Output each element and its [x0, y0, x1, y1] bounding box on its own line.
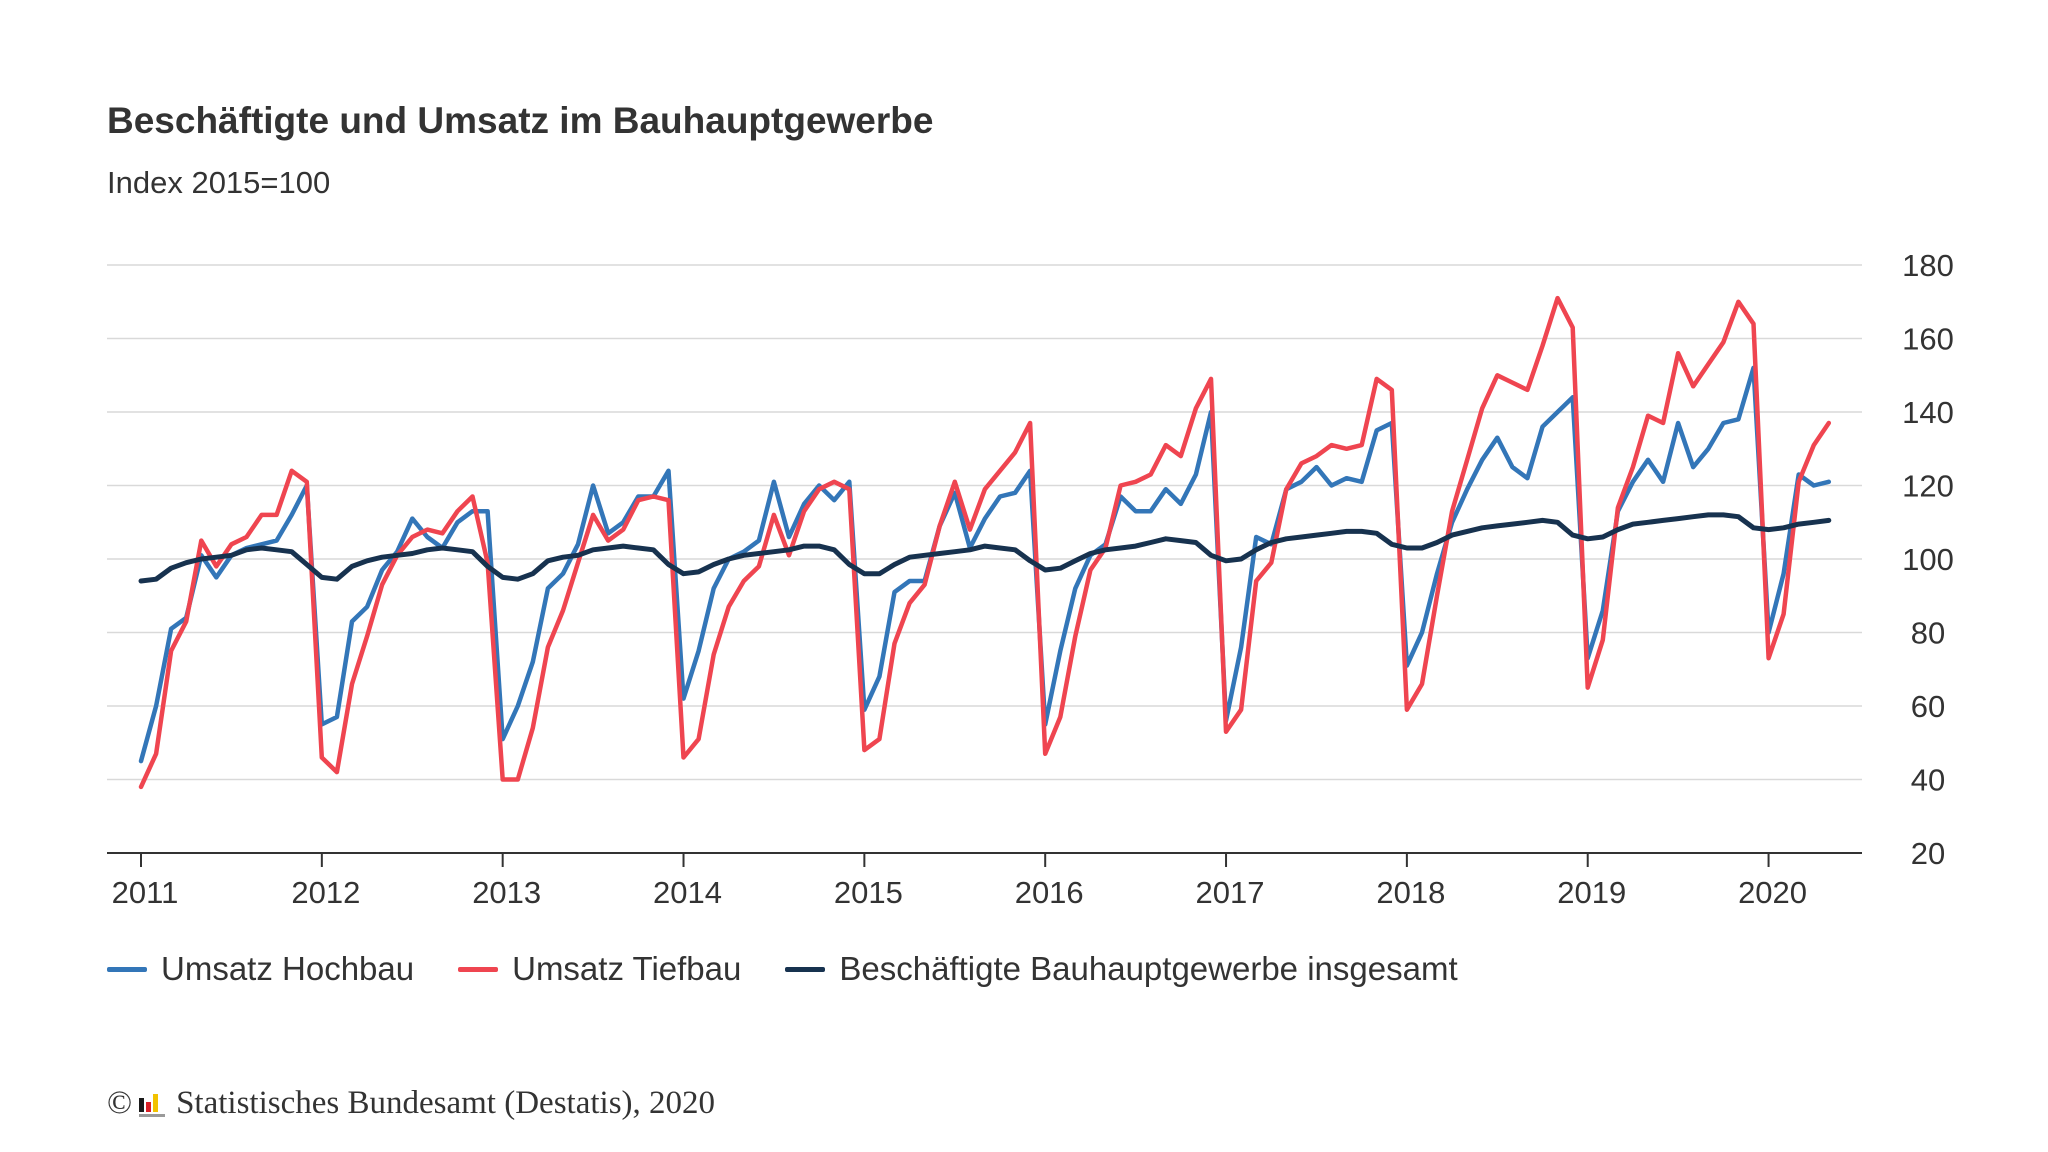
- y-tick-label: 100: [1902, 542, 1954, 577]
- y-tick-label: 160: [1902, 322, 1954, 357]
- legend-label-beschaeftigte: Beschäftigte Bauhauptgewerbe insgesamt: [839, 950, 1458, 987]
- x-tick-label: 2013: [472, 875, 541, 910]
- legend-item-beschaeftigte[interactable]: Beschäftigte Bauhauptgewerbe insgesamt: [785, 950, 1458, 988]
- y-tick-label: 20: [1911, 836, 1945, 871]
- gridlines: [107, 264, 1862, 781]
- y-tick-label: 120: [1902, 469, 1954, 504]
- legend-label-tiefbau: Umsatz Tiefbau: [512, 950, 742, 987]
- legend-item-tiefbau[interactable]: Umsatz Tiefbau: [458, 950, 741, 988]
- y-tick-label: 60: [1911, 689, 1945, 724]
- chart-title: Beschäftigte und Umsatz im Bauhauptgewer…: [107, 100, 934, 141]
- x-tick-label: 2018: [1376, 875, 1445, 910]
- copyright-symbol: ©: [107, 1085, 133, 1121]
- legend: Umsatz Hochbau Umsatz Tiefbau Beschäftig…: [107, 950, 1502, 988]
- x-tick-label: 2020: [1738, 875, 1807, 910]
- destatis-logo-icon: [139, 1093, 166, 1117]
- legend-item-hochbau[interactable]: Umsatz Hochbau: [107, 950, 414, 988]
- legend-swatch-hochbau: [107, 966, 147, 972]
- chart-subtitle: Index 2015=100: [107, 165, 331, 200]
- series-lines: [138, 295, 1832, 790]
- x-tick-label: 2017: [1196, 875, 1265, 910]
- x-tick-label: 2012: [291, 875, 360, 910]
- y-tick-label: 80: [1911, 616, 1945, 651]
- legend-swatch-beschaeftigte: [785, 966, 826, 972]
- source-text: Statistisches Bundesamt (Destatis), 2020: [176, 1085, 716, 1121]
- series-line-beschaeftigte: [138, 512, 1832, 584]
- y-tick-label: 180: [1902, 248, 1954, 283]
- x-tick-label: 2011: [112, 875, 179, 910]
- x-tick-label: 2014: [653, 875, 722, 910]
- y-tick-label: 140: [1902, 395, 1954, 430]
- x-tick-label: 2016: [1015, 875, 1084, 910]
- legend-label-hochbau: Umsatz Hochbau: [161, 950, 415, 987]
- source-note: © Statistisches Bundesamt (Destatis), 20…: [107, 1085, 715, 1122]
- y-tick-label: 40: [1911, 763, 1945, 798]
- x-tick-label: 2015: [834, 875, 903, 910]
- axes: 20 40 60 80 100 120 140 160 180 2011 2012 2013 2014 2…: [107, 248, 1954, 910]
- series-line-tiefbau: [138, 295, 1832, 790]
- x-tick-label: 2019: [1557, 875, 1626, 910]
- legend-swatch-tiefbau: [458, 966, 499, 972]
